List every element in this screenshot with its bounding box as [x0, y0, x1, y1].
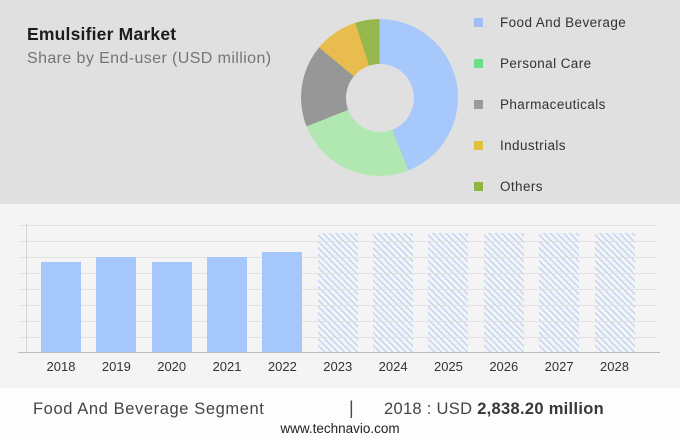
- bar: [207, 256, 248, 353]
- website-url: www.technavio.com: [280, 421, 400, 436]
- donut-legend: Food And Beverage Personal Care Pharmaceut…: [474, 14, 626, 219]
- legend-label: Others: [500, 178, 543, 194]
- bar-chart-section: 2018 2019 2020 2021 2022 2023 2024 2025 2026 2027…: [0, 204, 680, 388]
- legend-swatch: [474, 17, 483, 27]
- bar: [151, 261, 192, 353]
- legend-item: Industrials: [474, 137, 626, 153]
- legend-label: Food And Beverage: [500, 14, 627, 30]
- x-tick-label: 2022: [267, 359, 297, 374]
- legend-item: Food And Beverage: [474, 14, 626, 30]
- legend-swatch: [474, 58, 483, 68]
- forecast-bar: [317, 232, 358, 353]
- gridline: [19, 256, 656, 258]
- donut-chart: [301, 19, 458, 176]
- forecast-bar: [539, 232, 580, 353]
- x-tick-label: 2026: [489, 359, 519, 374]
- footer-strip: Food And Beverage Segment | 2018 : USD 2…: [0, 388, 680, 440]
- top-panel: Emulsifier Market Share by End-user (USD…: [0, 0, 680, 204]
- x-tick-label: 2023: [323, 359, 353, 374]
- x-tick-label: 2021: [212, 359, 242, 374]
- x-tick-label: 2025: [433, 359, 463, 374]
- page-title: Emulsifier Market: [27, 24, 177, 44]
- bar: [41, 261, 81, 353]
- legend-item: Personal Care: [474, 55, 626, 71]
- gridline: [19, 288, 656, 290]
- forecast-bar: [483, 232, 524, 353]
- forecast-bar: [428, 232, 469, 353]
- divider-bar: |: [349, 398, 354, 418]
- x-axis-line: [18, 352, 660, 353]
- legend-item: Pharmaceuticals: [474, 96, 626, 112]
- forecast-bar: [594, 232, 635, 353]
- legend-label: Industrials: [500, 137, 566, 153]
- x-tick-label: 2018: [46, 359, 76, 374]
- gridline: [19, 224, 656, 226]
- gridline: [19, 336, 656, 338]
- x-tick-label: 2027: [544, 359, 574, 374]
- gridline: [19, 304, 656, 306]
- legend-label: Personal Care: [500, 55, 592, 71]
- x-tick-label: 2024: [378, 359, 408, 374]
- legend-swatch: [474, 99, 483, 109]
- stat-prefix: 2018 : USD: [384, 400, 478, 418]
- legend-swatch: [474, 181, 483, 191]
- gridline: [19, 272, 656, 274]
- x-tick-label: 2028: [600, 359, 629, 374]
- legend-label: Pharmaceuticals: [500, 96, 606, 112]
- legend-item: Others: [474, 178, 626, 194]
- y-axis-line: [26, 224, 27, 353]
- stat-value: 2,838.20 million: [477, 400, 604, 418]
- gridline: [19, 320, 656, 322]
- bar: [262, 251, 303, 353]
- bar: [96, 256, 137, 353]
- forecast-bar: [373, 232, 414, 353]
- donut-hole: [345, 63, 414, 132]
- legend-swatch: [474, 140, 483, 150]
- x-tick-label: 2020: [157, 359, 187, 374]
- stat-text: 2018 : USD 2,838.20 million: [384, 400, 604, 419]
- x-tick-label: 2019: [101, 359, 131, 374]
- segment-title: Food And Beverage Segment: [33, 400, 265, 418]
- gridline: [19, 240, 656, 242]
- page-subtitle: Share by End-user (USD million): [27, 50, 272, 67]
